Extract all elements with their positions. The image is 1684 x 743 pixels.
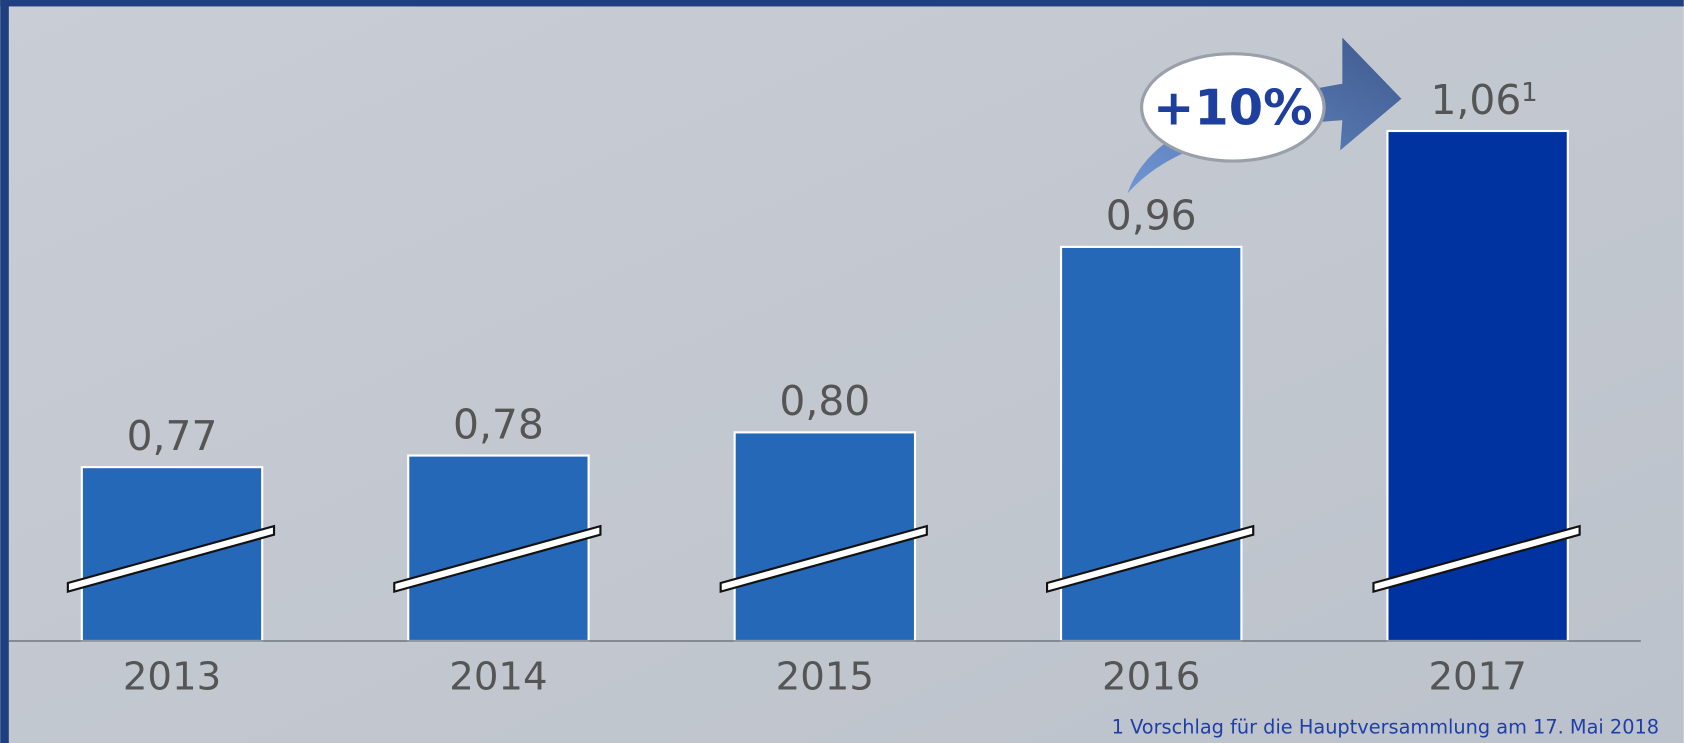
x-tick-label: 2016 <box>1102 654 1200 699</box>
value-label: 0,80 <box>779 377 870 425</box>
value-label: 0,96 <box>1106 192 1197 240</box>
value-label: 1,061 <box>1430 76 1537 124</box>
value-label-text: 0,96 <box>1106 192 1197 240</box>
axis-break <box>719 524 928 594</box>
value-label-text: 0,77 <box>127 412 218 460</box>
value-label: 0,78 <box>453 400 544 448</box>
axis-break <box>66 524 276 594</box>
axis-break <box>393 524 602 594</box>
value-label-text: 0,80 <box>779 377 870 425</box>
value-label: 0,77 <box>127 412 218 460</box>
bar <box>1386 129 1569 643</box>
footnote-marker: 1 <box>1521 78 1537 108</box>
annotation-bubble <box>1139 52 1326 163</box>
footnote: 1 Vorschlag für die Hauptversammlung am … <box>1112 715 1659 738</box>
value-label-text: 0,78 <box>453 400 544 448</box>
x-tick-label: 2017 <box>1428 654 1526 699</box>
bar <box>407 454 590 643</box>
x-tick-label: 2014 <box>449 654 547 699</box>
x-tick-label: 2013 <box>123 654 221 699</box>
axis-break <box>1046 524 1255 594</box>
bar <box>1059 245 1243 643</box>
frame-left <box>0 0 9 743</box>
annotation: +10% <box>1153 79 1313 137</box>
x-tick-label: 2015 <box>776 654 874 699</box>
axis-break <box>1372 524 1581 594</box>
value-label-text: 1,06 <box>1430 76 1521 124</box>
frame-top <box>0 0 1684 7</box>
